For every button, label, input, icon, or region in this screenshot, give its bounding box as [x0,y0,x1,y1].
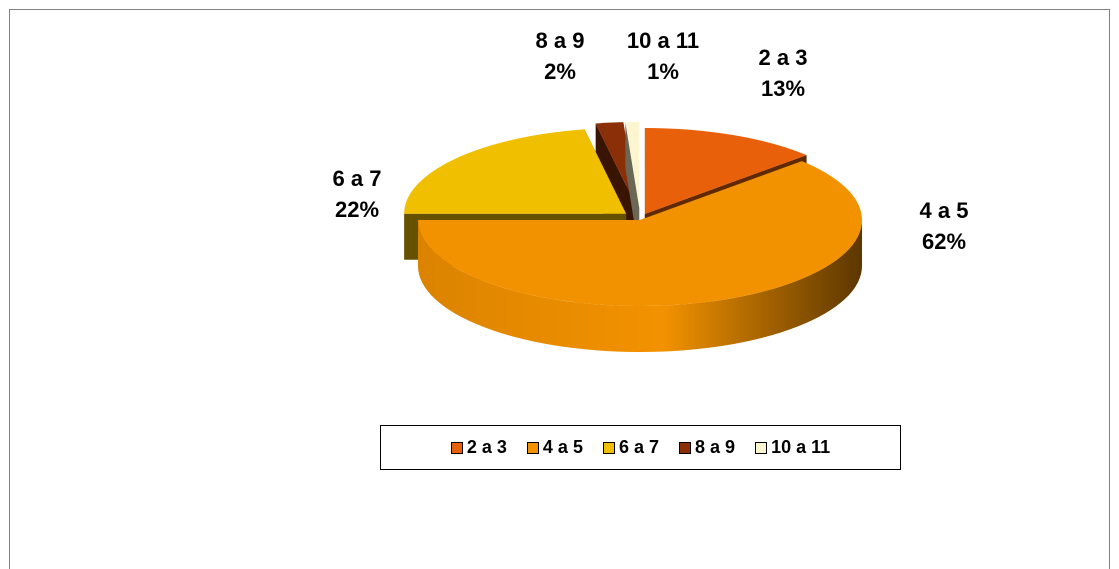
legend-item-4-a-5: 4 a 5 [526,437,583,458]
legend-swatch [602,441,615,454]
data-label-value: 13% [761,76,805,101]
legend-item-2-a-3: 2 a 3 [450,437,507,458]
pie-slice-4-a-5 [418,161,862,352]
data-label-10-a-11: 10 a 11 1% [627,28,699,84]
data-label-category: 4 a 5 [920,198,969,223]
legend-swatch [755,441,768,454]
data-label-value: 22% [335,197,379,222]
data-label-category: 10 a 11 [627,28,699,53]
legend-item-10-a-11: 10 a 11 [755,437,830,458]
data-label-4-a-5: 4 a 5 62% [920,198,969,254]
legend-swatch [526,441,539,454]
data-label-2-a-3: 2 a 3 13% [759,45,808,101]
pie-slice-top [625,121,640,208]
data-label-value: 1% [647,59,679,84]
chart-frame [9,9,1110,569]
pie-slice-top [595,122,638,208]
data-label-8-a-9: 8 a 9 2% [536,28,585,84]
legend-label: 4 a 5 [542,437,583,457]
data-label-category: 6 a 7 [333,166,382,191]
legend-item-8-a-9: 8 a 9 [679,437,735,458]
pie-slice-top [404,129,627,214]
chart-legend: 2 a 3 4 a 5 6 a 7 8 a 9 10 a 11 [380,425,901,470]
legend-swatch [450,441,463,454]
data-label-value: 62% [922,229,966,254]
pie-slice-side [418,220,862,352]
legend-label: 10 a 11 [771,437,831,457]
legend-item-6-a-7: 6 a 7 [602,437,660,458]
data-label-category: 2 a 3 [759,45,808,70]
pie-slice-top [644,127,807,214]
data-label-category: 8 a 9 [536,28,585,53]
pie-slice-top [418,161,862,306]
legend-label: 8 a 9 [695,437,736,457]
legend-label: 2 a 3 [466,437,507,457]
data-label-6-a-7: 6 a 7 22% [333,166,382,222]
legend-label: 6 a 7 [618,437,660,457]
data-label-value: 2% [544,59,576,84]
legend-swatch [679,441,692,454]
